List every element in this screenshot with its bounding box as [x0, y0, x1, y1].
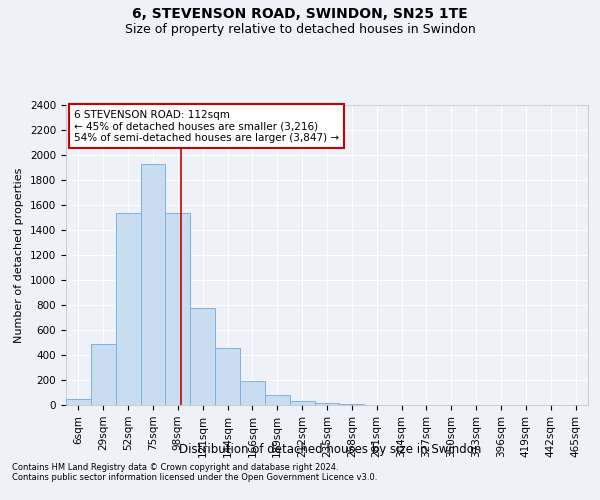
Bar: [340, 404, 364, 405]
Bar: [91, 344, 116, 405]
Bar: [240, 381, 265, 405]
Bar: [265, 395, 290, 405]
Bar: [116, 212, 140, 405]
Text: 6, STEVENSON ROAD, SWINDON, SN25 1TE: 6, STEVENSON ROAD, SWINDON, SN25 1TE: [132, 8, 468, 22]
Bar: [290, 401, 314, 405]
Text: 6 STEVENSON ROAD: 112sqm
← 45% of detached houses are smaller (3,216)
54% of sem: 6 STEVENSON ROAD: 112sqm ← 45% of detach…: [74, 110, 339, 142]
Bar: [166, 212, 190, 405]
Bar: [190, 308, 215, 405]
Bar: [140, 164, 166, 405]
Text: Distribution of detached houses by size in Swindon: Distribution of detached houses by size …: [179, 442, 481, 456]
Text: Contains HM Land Registry data © Crown copyright and database right 2024.: Contains HM Land Registry data © Crown c…: [12, 464, 338, 472]
Text: Size of property relative to detached houses in Swindon: Size of property relative to detached ho…: [125, 22, 475, 36]
Text: Contains public sector information licensed under the Open Government Licence v3: Contains public sector information licen…: [12, 474, 377, 482]
Bar: [66, 399, 91, 405]
Bar: [215, 348, 240, 405]
Bar: [314, 402, 340, 405]
Y-axis label: Number of detached properties: Number of detached properties: [14, 168, 25, 342]
